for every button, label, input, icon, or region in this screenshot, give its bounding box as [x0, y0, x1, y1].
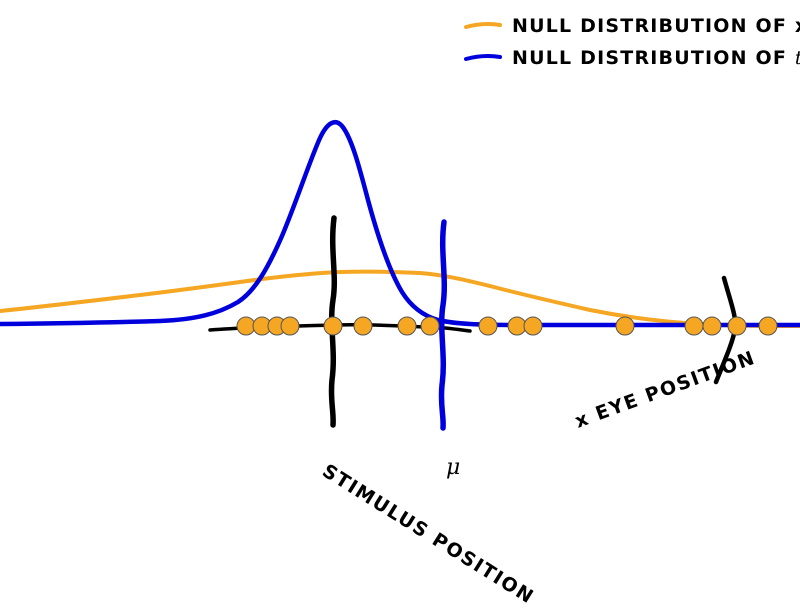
- data-point: [758, 316, 778, 336]
- legend-entry-t[interactable]: NULL DISTRIBUTION OF t: [512, 47, 800, 69]
- data-point: [507, 316, 527, 336]
- legend-line-blue: [464, 53, 502, 61]
- mu-tick: [438, 219, 448, 431]
- data-point: [323, 316, 343, 336]
- legend-entry-x[interactable]: NULL DISTRIBUTION OF x: [512, 15, 800, 37]
- data-point: [478, 316, 498, 336]
- null-distribution-x-curve: [0, 269, 800, 328]
- legend-variable-x: x: [795, 15, 800, 37]
- legend-line-orange: [464, 21, 502, 29]
- data-point: [236, 316, 256, 336]
- data-point: [280, 316, 300, 336]
- null-distribution-t-curve: [0, 120, 800, 328]
- data-point: [615, 316, 635, 336]
- data-point: [397, 316, 417, 336]
- data-point: [353, 316, 373, 336]
- data-point: [523, 316, 543, 336]
- data-point-group: [236, 316, 778, 336]
- data-point: [420, 316, 440, 336]
- legend-variable-t: t: [795, 47, 800, 69]
- mu-label: μ: [446, 455, 461, 480]
- legend-label-t: NULL DISTRIBUTION OF: [512, 47, 788, 69]
- data-point: [727, 316, 747, 336]
- data-point: [684, 316, 704, 336]
- legend-label-x: NULL DISTRIBUTION OF: [512, 15, 788, 37]
- data-point: [702, 316, 722, 336]
